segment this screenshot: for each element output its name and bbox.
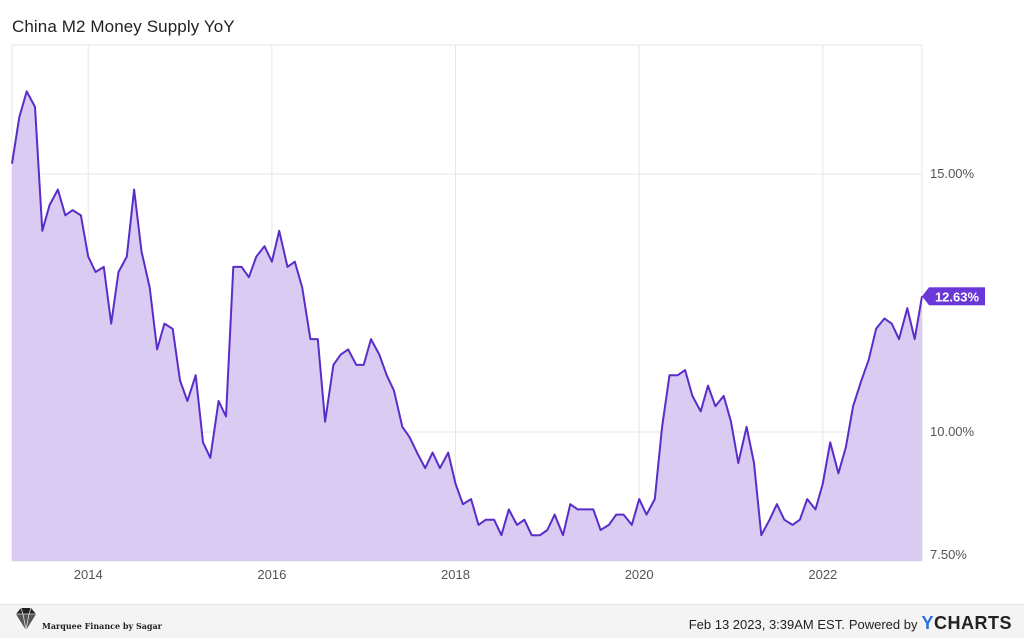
series-line [11,90,923,537]
brand-logo: Marquee Finance by Sagar [12,604,162,634]
chart-card: China M2 Money Supply YoY 7.50% 10.00% 15.… [0,0,1024,605]
x-tick-label: 2014 [74,567,103,582]
last-value-pointer [922,287,929,306]
diamond-icon [16,607,36,631]
ycharts-logo-text: CHARTS [934,613,1012,633]
last-value-label: 12.63% [935,289,980,304]
brand-text: Marquee Finance by Sagar [42,621,162,631]
powered-by-text: Powered by [848,617,918,632]
ycharts-logo[interactable]: YCHARTS [921,613,1012,634]
footer: Marquee Finance by Sagar Feb 13 2023, 3:… [0,604,1024,638]
series-area [12,91,922,562]
y-tick-label: 7.50% [930,547,967,562]
chart-plot: 7.50% 10.00% 15.00% 2014 2016 2018 2020 2022 12.… [11,44,985,582]
x-tick-label: 2016 [257,567,286,582]
timestamp: Feb 13 2023, 3:39AM EST. [688,617,845,632]
x-tick-label: 2022 [808,567,837,582]
y-tick-label: 10.00% [930,424,975,439]
ycharts-logo-initial: Y [921,613,934,633]
last-value-badge [929,287,985,306]
y-tick-label: 15.00% [930,166,975,181]
footer-credit: Feb 13 2023, 3:39AM EST. Powered by YCHA… [689,613,1012,634]
x-tick-label: 2020 [625,567,654,582]
chart-title: China M2 Money Supply YoY [12,17,235,36]
x-tick-label: 2018 [441,567,470,582]
